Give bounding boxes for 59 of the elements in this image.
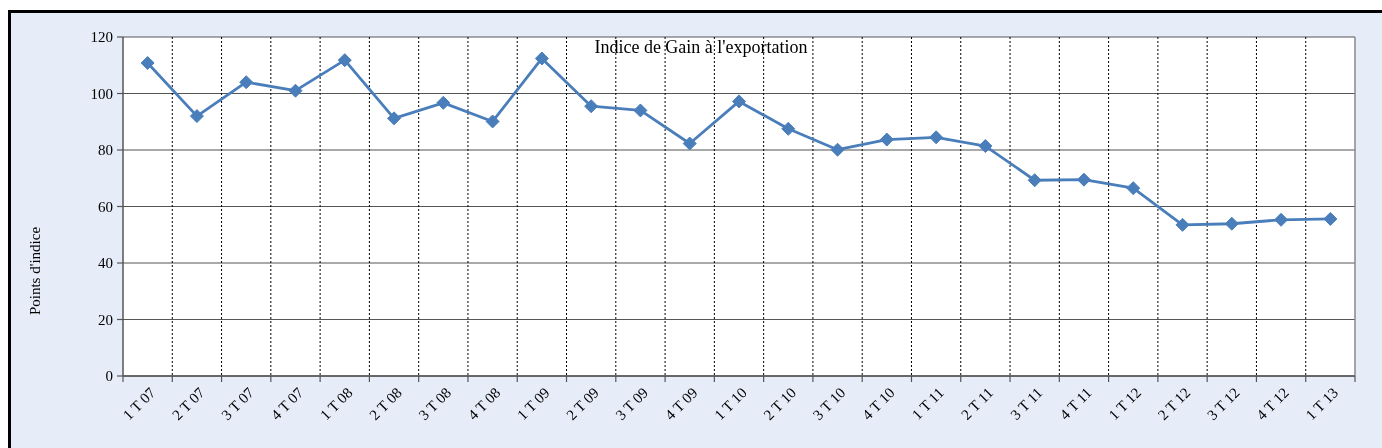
point [929, 130, 944, 145]
x-tick-label: 1 T 10 [711, 384, 750, 424]
x-tick-label: 3 T 10 [809, 384, 849, 424]
point [534, 51, 549, 66]
y-axis-title: Points d'indice [27, 226, 43, 316]
x-tick-label: 1 T 12 [1105, 384, 1145, 424]
x-tick-label: 1 T 13 [1302, 384, 1342, 424]
chart-title: Indice de Gain à l'exportation [594, 37, 808, 57]
point [189, 109, 204, 124]
x-tick-label: 4 T 12 [1253, 384, 1292, 424]
point [879, 132, 894, 147]
y-tick-label: 80 [98, 142, 113, 159]
x-tick-label: 2 T 12 [1154, 384, 1194, 424]
x-tick-label: 2 T 11 [957, 384, 997, 423]
point [633, 103, 648, 118]
y-tick-label: 120 [90, 29, 113, 46]
x-tick-label: 4 T 09 [661, 384, 701, 424]
x-tick-label: 1 T 09 [514, 384, 553, 424]
point [140, 55, 155, 70]
y-tick-label: 100 [90, 85, 113, 102]
point [436, 95, 451, 110]
x-tick-label: 4 T 07 [267, 384, 307, 424]
point [1175, 217, 1190, 232]
x-tick-label: 1 T 08 [316, 384, 356, 424]
x-tick-label: 3 T 11 [1007, 384, 1046, 423]
point [830, 142, 845, 157]
point [1027, 173, 1042, 188]
x-tick-label: 2 T 10 [760, 384, 800, 424]
x-tick-label: 4 T 08 [464, 384, 504, 424]
point [1323, 211, 1338, 226]
point [1126, 181, 1141, 196]
x-tick-label: 1 T 07 [119, 384, 159, 424]
x-tick-label: 3 T 08 [415, 384, 455, 424]
point [1224, 216, 1239, 231]
x-tick-label: 2 T 09 [563, 384, 602, 424]
y-tick-label: 60 [98, 198, 113, 215]
x-tick-label: 3 T 12 [1204, 384, 1243, 424]
point [288, 83, 303, 98]
point [732, 94, 746, 109]
point [485, 114, 500, 129]
point [387, 111, 402, 126]
x-tick-label: 2 T 08 [366, 384, 405, 424]
y-tick-label: 0 [105, 368, 113, 385]
point [584, 99, 599, 114]
x-tick-label: 1 T 11 [908, 384, 947, 423]
point [337, 53, 352, 68]
point [239, 75, 254, 90]
x-tick-label: 2 T 07 [169, 384, 209, 424]
point [1076, 172, 1091, 187]
x-tick-label: 4 T 10 [859, 384, 898, 424]
point [682, 136, 697, 151]
x-tick-label: 4 T 11 [1056, 384, 1095, 423]
point [1274, 212, 1289, 227]
x-tick-label: 3 T 07 [218, 384, 258, 424]
x-tick-label: 3 T 09 [612, 384, 652, 424]
point [781, 121, 796, 136]
y-tick-label: 20 [98, 311, 113, 328]
point [978, 139, 993, 154]
y-tick-label: 40 [98, 255, 113, 272]
